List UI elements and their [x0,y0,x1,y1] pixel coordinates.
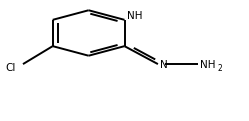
Text: N: N [160,60,168,70]
Text: 2: 2 [217,64,222,73]
Text: NH: NH [127,11,142,21]
Text: NH: NH [200,60,216,70]
Text: Cl: Cl [6,63,16,73]
